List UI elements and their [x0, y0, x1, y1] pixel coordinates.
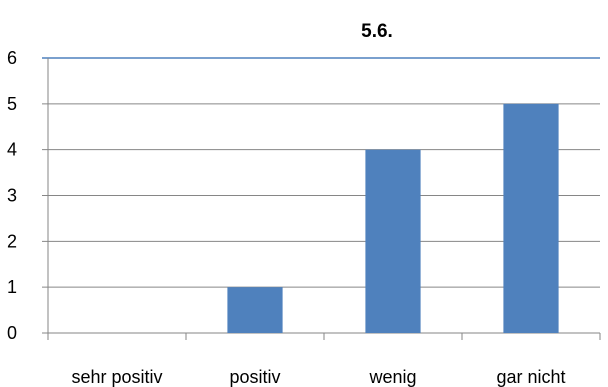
- category-label-wenig: wenig: [368, 367, 416, 387]
- category-label-positiv: positiv: [229, 367, 280, 387]
- bars: [227, 103, 559, 333]
- gridlines: [42, 57, 600, 334]
- bar-positiv: [227, 287, 283, 333]
- category-labels: sehr positiv positiv wenig gar nicht: [71, 367, 565, 387]
- y-tick-label-5: 5: [7, 94, 17, 114]
- bar-wenig: [365, 149, 421, 333]
- y-tick-label-1: 1: [7, 277, 17, 297]
- chart-title: 5.6.: [361, 21, 393, 42]
- bar-gar-nicht: [503, 103, 559, 333]
- y-tick-label-3: 3: [7, 186, 17, 206]
- y-tick-labels: 0 1 2 3 4 5 6: [7, 48, 17, 343]
- y-tick-label-0: 0: [7, 323, 17, 343]
- y-tick-label-2: 2: [7, 231, 17, 251]
- category-label-sehr-positiv: sehr positiv: [71, 367, 162, 387]
- y-tick-label-4: 4: [7, 140, 17, 160]
- y-tick-label-6: 6: [7, 48, 17, 68]
- category-label-gar-nicht: gar nicht: [496, 367, 565, 387]
- axes: [47, 58, 601, 340]
